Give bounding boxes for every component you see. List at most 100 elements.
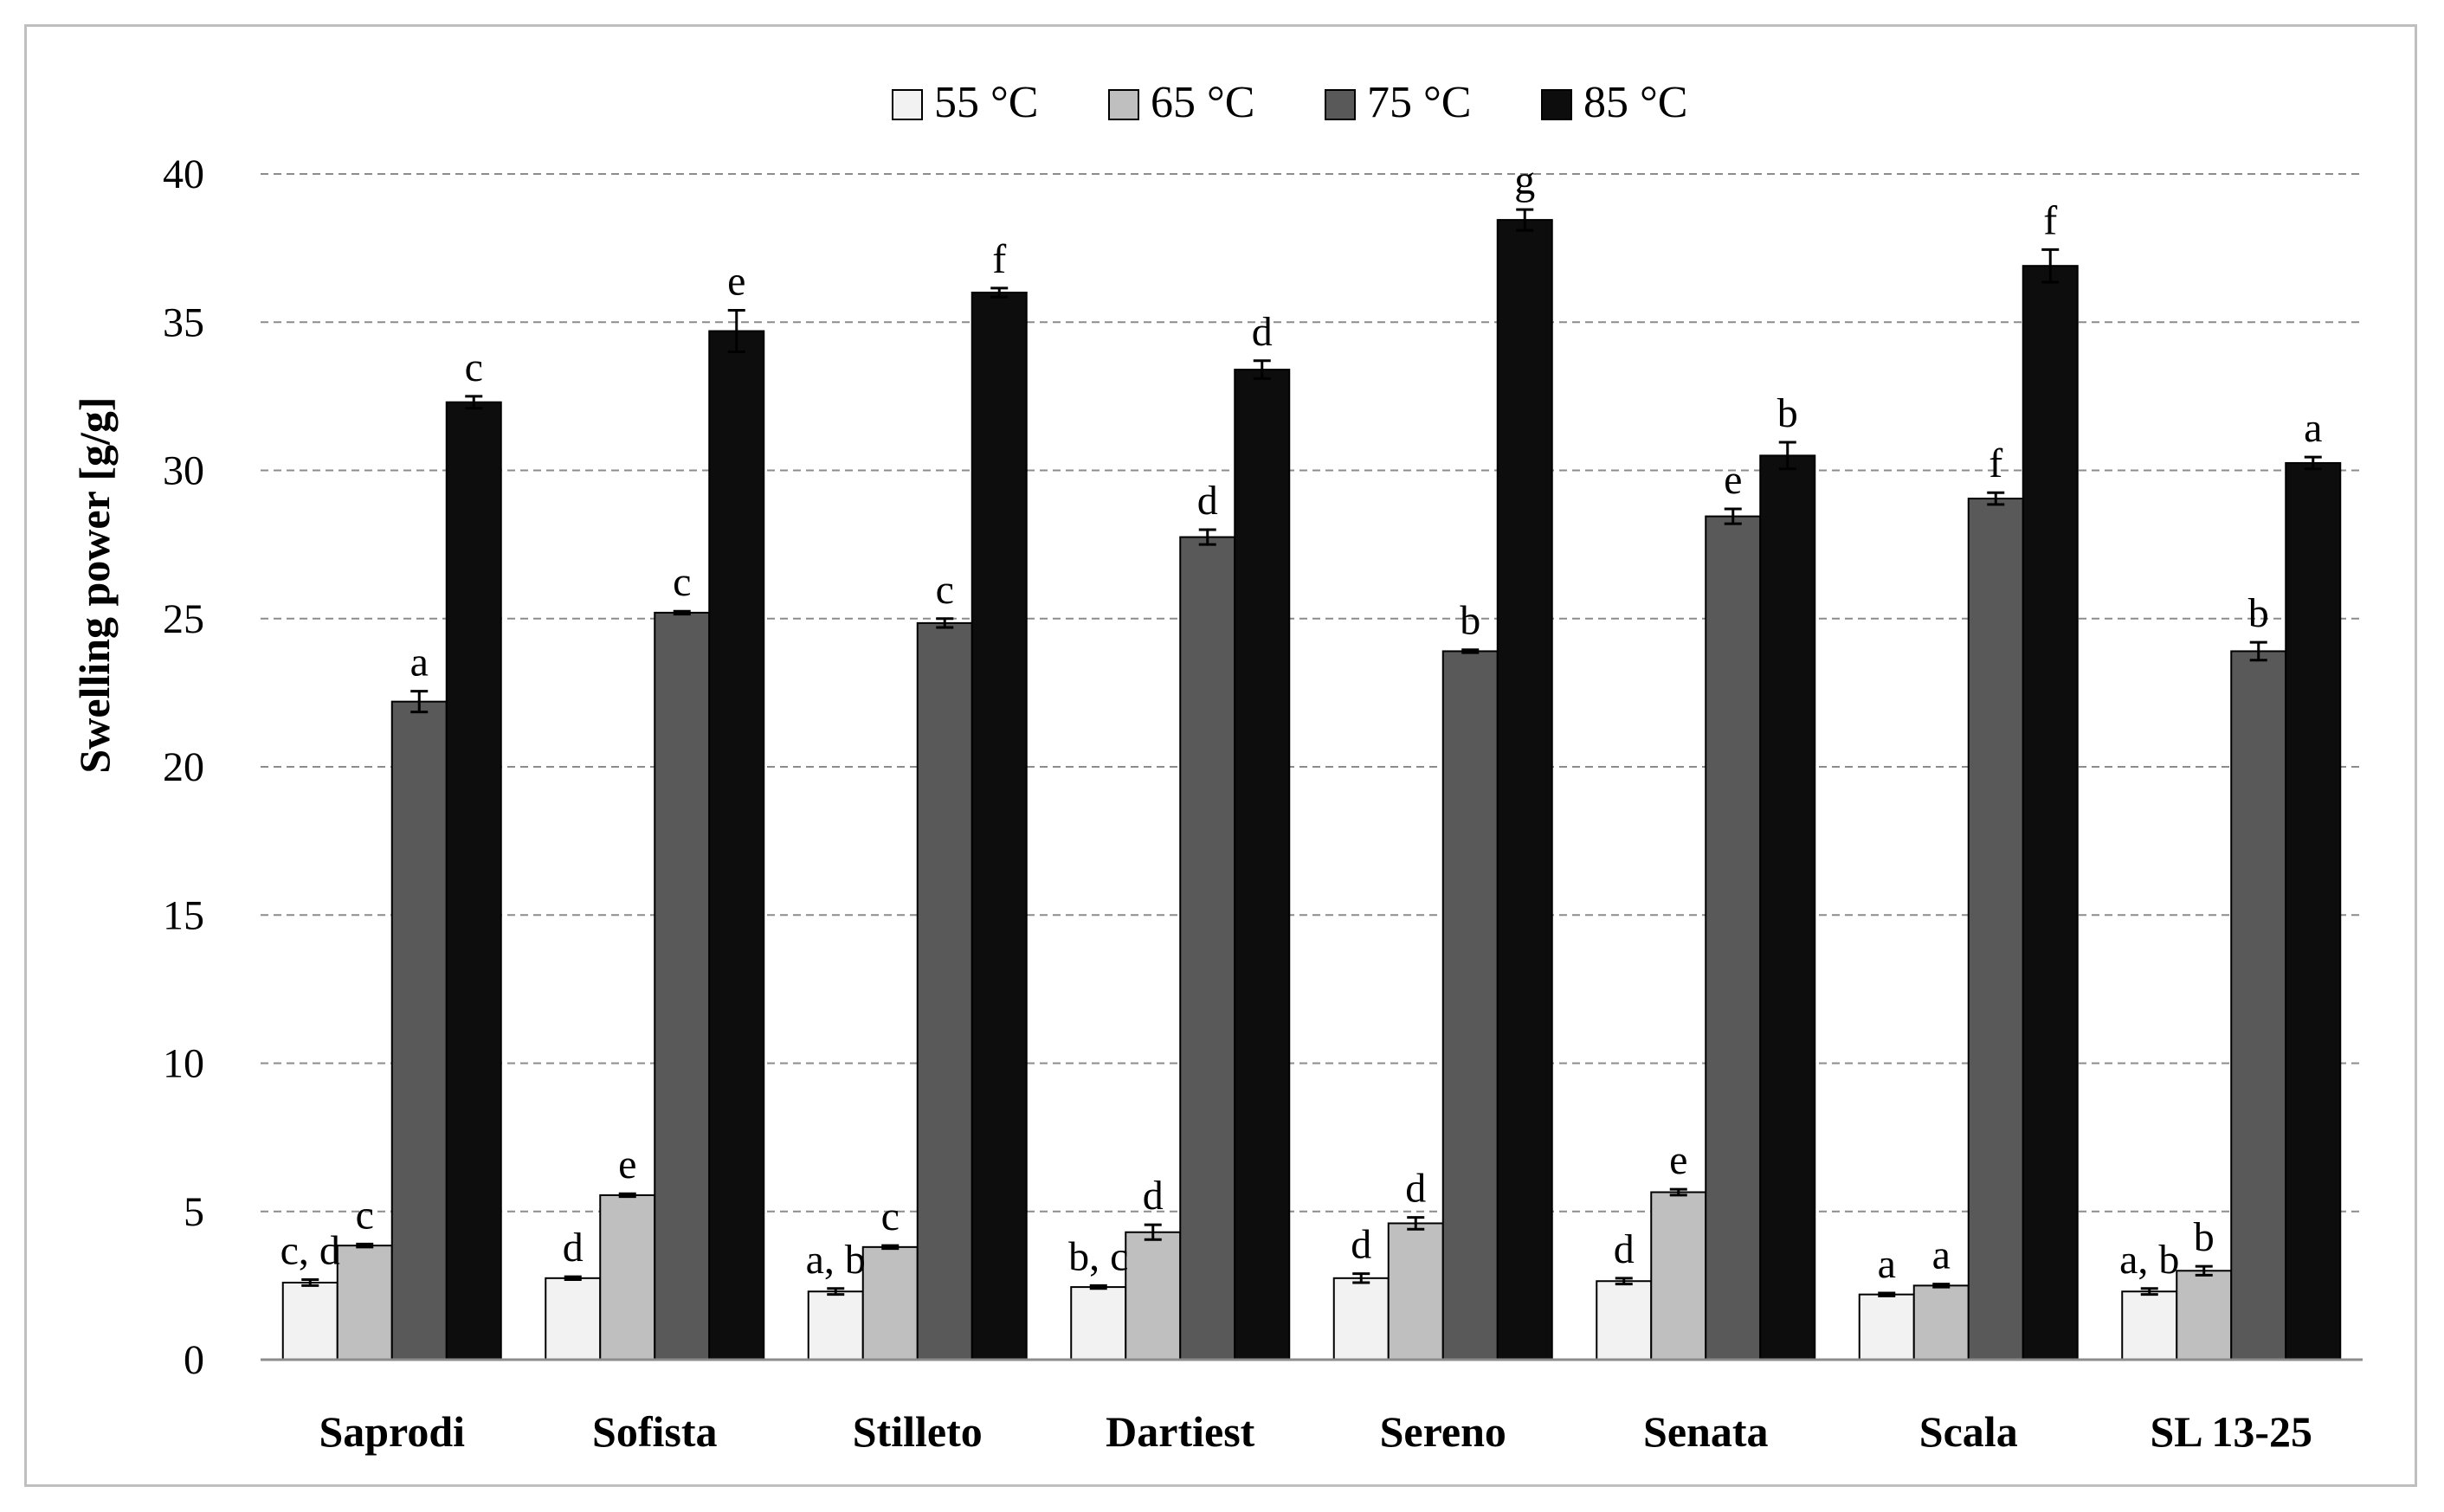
- bar: [599, 1194, 656, 1361]
- bar: [916, 621, 973, 1361]
- significance-label: b: [2194, 1214, 2215, 1260]
- significance-label: c: [881, 1194, 900, 1239]
- bar: [971, 292, 1028, 1361]
- error-bar: [1669, 1187, 1687, 1197]
- significance-label: b, c: [1068, 1233, 1128, 1279]
- error-bar: [1615, 1277, 1633, 1286]
- bar: [1387, 1222, 1444, 1361]
- significance-label: d: [1143, 1173, 1164, 1219]
- significance-label: a, b: [806, 1237, 866, 1283]
- error-bar: [1516, 208, 1534, 232]
- bar: [1179, 536, 1236, 1361]
- legend-item: 65 °C: [1108, 78, 1254, 127]
- significance-label: a: [1878, 1241, 1896, 1287]
- bar: [1967, 498, 2024, 1361]
- error-bar: [727, 309, 745, 353]
- error-bar: [1407, 1216, 1425, 1231]
- error-bar: [990, 286, 1009, 299]
- legend-swatch: [1325, 89, 1356, 120]
- significance-label: e: [727, 259, 745, 305]
- legend-item: 55 °C: [892, 78, 1038, 127]
- y-tick-label: 25: [163, 596, 204, 642]
- significance-label: g: [1514, 158, 1535, 203]
- legend-swatch: [892, 89, 923, 120]
- significance-label: c, d: [281, 1228, 340, 1274]
- error-bar: [465, 395, 483, 410]
- error-bar: [1198, 528, 1216, 546]
- error-bar: [827, 1287, 845, 1296]
- error-bar: [2041, 248, 2060, 284]
- legend-swatch: [1541, 89, 1572, 120]
- bar: [1332, 1277, 1390, 1361]
- significance-label: c: [465, 344, 483, 390]
- error-bar: [1778, 441, 1796, 471]
- error-bar: [1461, 648, 1480, 654]
- chart-frame: 0 5 10 15 20 25 30 35 40 c, d c a c Saprodi d e c e Sofist…: [24, 24, 2417, 1487]
- x-tick-label: SL 13-25: [2150, 1407, 2312, 1456]
- x-tick-label: Sereno: [1380, 1407, 1506, 1456]
- error-bar: [881, 1244, 900, 1251]
- significance-label: e: [1724, 457, 1742, 503]
- error-bar: [1253, 359, 1271, 380]
- significance-label: f: [2043, 197, 2057, 243]
- bar: [807, 1290, 864, 1361]
- significance-label: d: [1252, 309, 1273, 355]
- legend-label: 55 °C: [934, 78, 1038, 127]
- error-bar: [618, 1192, 636, 1199]
- legend: 55 °C 65 °C 75 °C 85 °C: [892, 78, 1687, 127]
- significance-label: f: [992, 236, 1006, 282]
- bar: [2230, 650, 2287, 1361]
- error-bar: [2304, 455, 2322, 471]
- bar: [2121, 1290, 2178, 1361]
- significance-label: d: [1405, 1166, 1426, 1212]
- significance-label: f: [1989, 441, 2002, 486]
- y-tick-label: 40: [163, 151, 204, 197]
- error-bar: [1352, 1272, 1370, 1284]
- legend-swatch: [1108, 89, 1139, 120]
- error-bar: [1878, 1291, 1896, 1297]
- error-bar: [2249, 640, 2267, 662]
- significance-label: b: [1777, 390, 1798, 436]
- x-tick-label: Sofista: [592, 1407, 717, 1456]
- significance-label: a: [1932, 1232, 1951, 1278]
- significance-label: d: [1351, 1222, 1371, 1268]
- bar: [1441, 650, 1499, 1361]
- error-bar: [1987, 491, 2005, 506]
- error-bar: [410, 690, 429, 714]
- legend-label: 65 °C: [1151, 78, 1254, 127]
- significance-label: c: [936, 567, 954, 613]
- significance-label: c: [356, 1192, 374, 1238]
- bar: [1858, 1293, 1915, 1361]
- significance-label: d: [563, 1225, 584, 1271]
- bar: [1596, 1280, 1653, 1361]
- bar: [708, 330, 765, 1361]
- x-tick-label: Stilleto: [853, 1407, 983, 1456]
- significance-label: c: [673, 559, 691, 605]
- y-tick-label: 20: [163, 744, 204, 790]
- y-tick-label: 5: [184, 1189, 204, 1235]
- bar: [1496, 219, 1553, 1361]
- bar: [1234, 369, 1291, 1361]
- error-bar: [1724, 507, 1742, 525]
- bar: [1125, 1231, 1182, 1361]
- bar: [390, 700, 448, 1361]
- bar: [445, 401, 502, 1361]
- significance-label: e: [1669, 1137, 1687, 1183]
- bar: [1650, 1191, 1707, 1361]
- legend-item: 75 °C: [1325, 78, 1471, 127]
- bar: [1759, 454, 1816, 1361]
- significance-label: e: [618, 1142, 636, 1187]
- significance-label: b: [2248, 590, 2269, 636]
- bar: [2022, 265, 2079, 1361]
- bar: [336, 1245, 393, 1361]
- bar: [2176, 1270, 2233, 1361]
- significance-label: d: [1197, 478, 1218, 524]
- bar: [861, 1245, 919, 1361]
- error-bar: [356, 1242, 374, 1249]
- bar: [545, 1277, 602, 1361]
- y-tick-label: 35: [163, 299, 204, 345]
- bar: [1070, 1286, 1127, 1361]
- significance-label: a, b: [2119, 1237, 2179, 1283]
